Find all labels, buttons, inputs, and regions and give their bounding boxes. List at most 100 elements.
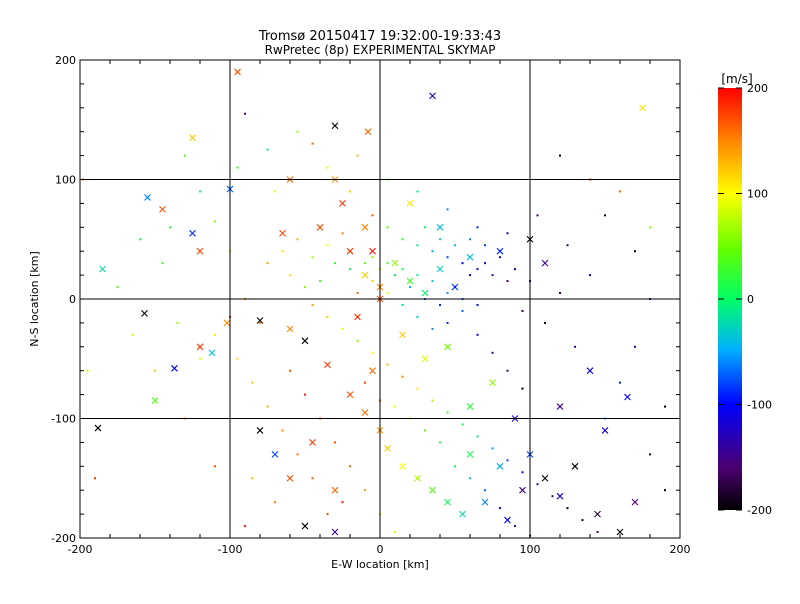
data-point-dot <box>634 250 636 253</box>
y-tick-label: 200 <box>55 54 76 67</box>
data-point-x <box>256 427 264 434</box>
data-point-dot <box>506 232 509 235</box>
data-point-dot <box>326 315 329 318</box>
data-point-dot <box>86 369 89 372</box>
data-point-x <box>189 134 196 142</box>
colorbar-tick-label: -200 <box>747 504 772 517</box>
data-point-x <box>601 427 609 434</box>
data-point-dot <box>394 274 396 277</box>
data-point-x <box>208 349 216 357</box>
y-tick-label: 100 <box>55 174 76 187</box>
data-point-dot <box>274 190 276 193</box>
data-point-dot <box>521 309 524 312</box>
data-point-dot <box>236 357 239 360</box>
data-point-x <box>556 403 564 410</box>
data-point-x <box>504 516 511 524</box>
data-point-x <box>364 128 372 136</box>
data-point-dot <box>161 262 164 265</box>
data-point-x <box>361 271 369 279</box>
data-point-x <box>361 409 369 416</box>
data-point-dot <box>236 166 239 169</box>
data-point-dot <box>214 333 216 336</box>
data-point-x <box>171 364 178 372</box>
data-point-x <box>331 486 339 494</box>
data-point-dot <box>514 268 516 271</box>
data-point-dot <box>574 345 576 348</box>
data-point-dot <box>476 226 479 229</box>
data-point-x <box>406 277 414 285</box>
data-point-dot <box>461 309 464 312</box>
data-point-dot <box>364 381 366 384</box>
colorbar-ticks: -200 -100 0 100 200 <box>718 82 772 517</box>
chart-subtitle: RwPretec (8p) EXPERIMENTAL SKYMAP <box>265 43 496 57</box>
data-point-dot <box>176 321 179 324</box>
data-point-dot <box>386 262 389 265</box>
data-point-x <box>421 289 429 297</box>
data-point-dot <box>311 303 314 306</box>
x-tick-label: 100 <box>520 543 541 556</box>
data-point-x <box>399 331 406 339</box>
data-point-dot <box>199 357 201 360</box>
data-point-dot <box>446 411 449 414</box>
data-point-dot <box>476 303 479 306</box>
data-point-dot <box>536 214 539 217</box>
data-point-dot <box>544 321 546 324</box>
data-point-dot <box>454 465 456 468</box>
points-layer <box>82 68 666 537</box>
data-point-dot <box>371 256 374 259</box>
data-point-dot <box>664 489 666 492</box>
data-point-x <box>159 205 166 213</box>
data-point-dot <box>371 214 374 217</box>
x-tick-label: -200 <box>68 543 93 556</box>
data-point-x <box>346 247 354 255</box>
y-tick-label: -100 <box>51 413 76 426</box>
data-point-x <box>556 492 564 500</box>
data-point-x <box>189 229 196 237</box>
data-point-dot <box>251 477 254 480</box>
data-point-dot <box>439 441 441 444</box>
data-point-dot <box>244 525 246 528</box>
data-point-dot <box>319 280 321 283</box>
data-point-x <box>151 397 159 404</box>
data-point-dot <box>289 369 291 372</box>
data-point-dot <box>469 477 471 480</box>
data-point-x <box>519 486 526 494</box>
data-point-dot <box>266 262 269 265</box>
data-point-dot <box>499 507 501 510</box>
data-point-x <box>316 223 324 231</box>
data-point-dot <box>416 274 419 277</box>
data-point-x <box>369 247 376 255</box>
colorbar-tick-label: -100 <box>747 399 772 412</box>
x-tick-label: 0 <box>377 543 384 556</box>
colorbar-label: [m/s] <box>721 72 752 86</box>
data-point-x <box>384 444 391 452</box>
data-point-dot <box>356 339 359 342</box>
data-point-dot <box>251 381 254 384</box>
data-point-x <box>196 343 204 351</box>
colorbar-tick-label: 0 <box>747 293 754 306</box>
data-point-dot <box>589 274 591 277</box>
data-point-dot <box>431 250 434 253</box>
data-point-dot <box>199 190 201 193</box>
data-point-dot <box>274 501 276 504</box>
y-tick-label: -200 <box>51 532 76 545</box>
data-point-dot <box>416 244 419 247</box>
data-point-dot <box>446 208 449 211</box>
data-point-dot <box>634 345 636 348</box>
data-point-x <box>541 474 549 482</box>
data-point-x <box>301 337 309 345</box>
data-point-dot <box>326 513 329 516</box>
data-point-x <box>594 510 601 518</box>
colorbar-tick-label: 100 <box>747 188 768 201</box>
data-point-x <box>141 309 148 317</box>
data-point-dot <box>296 453 299 456</box>
data-point-dot <box>446 256 449 259</box>
data-point-x <box>586 367 594 375</box>
y-axis-label: N-S location [km] <box>28 251 41 347</box>
data-point-dot <box>484 244 486 247</box>
data-point-x <box>279 229 286 237</box>
data-point-x <box>331 528 339 536</box>
data-point-dot <box>356 154 359 157</box>
